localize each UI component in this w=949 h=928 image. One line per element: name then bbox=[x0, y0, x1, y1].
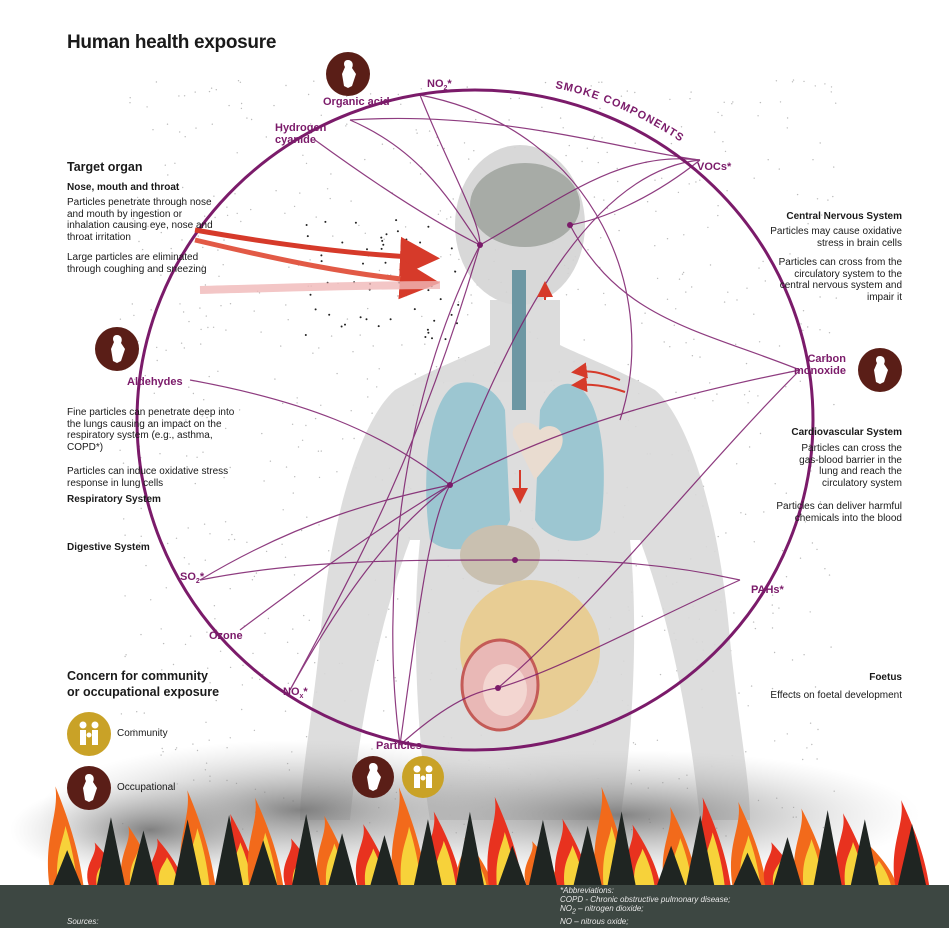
nose-heading: Nose, mouth and throat bbox=[67, 182, 180, 193]
cns-text-2: Particles can cross from the circulatory… bbox=[778, 257, 902, 303]
label-aldehydes: Aldehydes bbox=[127, 376, 183, 388]
cardio-text-1: Particles can cross the gas-blood barrie… bbox=[799, 443, 902, 489]
label-hydrogen-cyanide: Hydrogen cyanide bbox=[275, 122, 327, 146]
cardio-text-2: Particles can deliver harmful chemicals … bbox=[776, 501, 902, 524]
occupational-icon bbox=[67, 766, 111, 810]
tree-silhouettes bbox=[53, 810, 927, 885]
right-lung bbox=[535, 383, 604, 541]
community-icon bbox=[402, 756, 444, 798]
respiratory-text-2: Particles can induce oxidative stress re… bbox=[67, 466, 229, 489]
brain bbox=[470, 163, 580, 247]
target-organ-heading: Target organ bbox=[67, 160, 143, 174]
inhalation-arrows bbox=[194, 227, 626, 504]
svg-text:SMOKE COMPONENTS: SMOKE COMPONENTS bbox=[554, 79, 686, 145]
heart bbox=[512, 422, 563, 480]
trachea bbox=[512, 270, 526, 410]
nose-text-1: Particles penetrate through nose and mou… bbox=[67, 197, 213, 243]
cns-text-1: Particles may cause oxidative stress in … bbox=[770, 226, 902, 249]
community-icon bbox=[67, 712, 111, 756]
label-no2: NO2* bbox=[427, 78, 452, 93]
digestive-heading: Digestive System bbox=[67, 542, 150, 553]
label-carbon-monoxide: Carbon monoxide bbox=[794, 353, 846, 377]
legend-occupational: Occupational bbox=[117, 782, 176, 793]
label-nox: NOx* bbox=[283, 686, 308, 701]
label-so2: SO2* bbox=[180, 571, 205, 586]
occupational-icon bbox=[95, 327, 139, 371]
label-particles: Particles bbox=[376, 740, 422, 752]
cns-heading: Central Nervous System bbox=[786, 211, 902, 222]
foetus-text: Effects on foetal development bbox=[770, 690, 902, 701]
label-vocs: VOCs* bbox=[697, 161, 732, 173]
cardio-heading: Cardiovascular System bbox=[791, 427, 902, 438]
occupational-icon bbox=[858, 348, 902, 392]
smoke-components-circle bbox=[135, 88, 815, 752]
page-title: Human health exposure bbox=[67, 32, 277, 53]
occupational-icon bbox=[352, 756, 394, 798]
stomach bbox=[460, 525, 540, 585]
connection-nodes bbox=[447, 222, 573, 691]
legend-heading: Concern for community or occupational exp… bbox=[67, 669, 220, 699]
occupational-icon bbox=[326, 52, 370, 96]
connection-lines bbox=[189, 94, 801, 746]
label-organic-acid: Organic acid bbox=[323, 96, 390, 108]
respiratory-heading: Respiratory System bbox=[67, 494, 161, 505]
footer-sources: Sources: bbox=[67, 917, 99, 926]
footer-abbreviations: *Abbreviations: COPD - Chronic obstructi… bbox=[560, 886, 731, 926]
footer-ground bbox=[0, 885, 949, 928]
legend-community: Community bbox=[117, 728, 168, 739]
nose-text-2: Large particles are eliminated through c… bbox=[67, 252, 207, 275]
respiratory-text-1: Fine particles can penetrate deep into t… bbox=[67, 407, 235, 453]
left-lung bbox=[426, 382, 510, 550]
label-pahs: PAHs* bbox=[751, 584, 784, 596]
label-ozone: Ozone bbox=[209, 630, 243, 642]
foetus-heading: Foetus bbox=[869, 672, 902, 683]
